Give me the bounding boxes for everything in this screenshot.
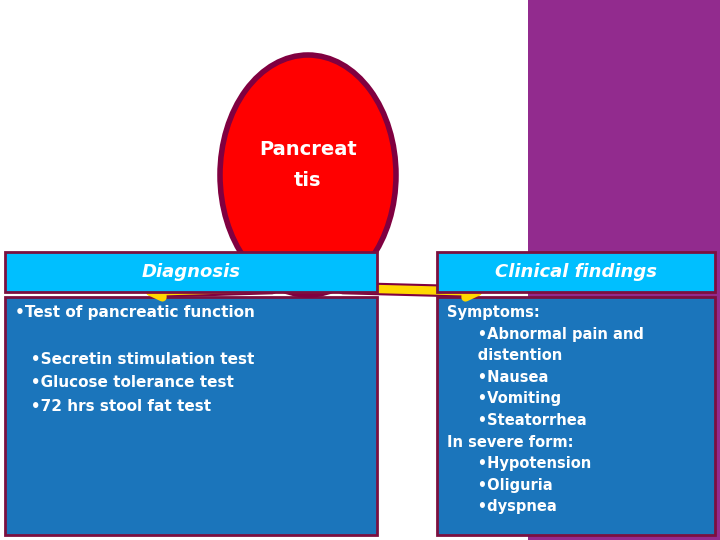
Text: Pancreat
tis: Pancreat tis [259,140,357,190]
Text: Clinical findings: Clinical findings [495,263,657,281]
Bar [528,0,720,540]
Text: Diagnosis: Diagnosis [142,263,240,281]
FancyBboxPatch shape [437,297,715,535]
Text: Symptoms:
      •Abnormal pain and
      distention
      •Nausea
      •Vomitin: Symptoms: •Abnormal pain and distention … [447,305,644,515]
Text: •Test of pancreatic function

   •Secretin stimulation test
   •Glucose toleranc: •Test of pancreatic function •Secretin s… [15,305,255,414]
FancyBboxPatch shape [5,252,377,292]
FancyBboxPatch shape [437,252,715,292]
FancyBboxPatch shape [5,297,377,535]
Ellipse shape [220,55,396,295]
